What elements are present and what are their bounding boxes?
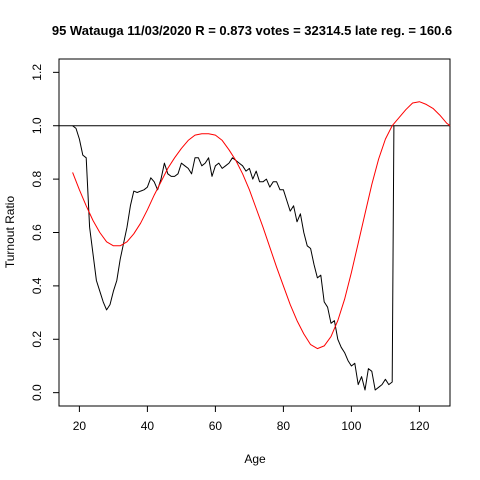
y-tick-label: 0.0 xyxy=(30,384,44,401)
plot-frame xyxy=(58,58,451,407)
y-tick-label: 0.8 xyxy=(30,170,44,187)
y-tick-label: 0.4 xyxy=(30,277,44,294)
x-axis-label: Age xyxy=(244,452,266,466)
x-tick-label: 100 xyxy=(341,419,361,433)
y-tick-label: 1.0 xyxy=(30,117,44,134)
x-tick-label: 60 xyxy=(209,419,223,433)
fit-curve xyxy=(72,101,451,350)
y-tick-label: 1.2 xyxy=(30,64,44,81)
turnout-line xyxy=(72,125,395,391)
y-axis: 0.0 0.2 0.4 0.6 0.8 1.0 1.2 xyxy=(30,64,59,401)
x-tick-label: 20 xyxy=(73,419,87,433)
y-axis-label: Turnout Ratio xyxy=(3,196,17,269)
chart-title: 95 Watauga 11/03/2020 R = 0.873 votes = … xyxy=(52,23,452,38)
x-tick-label: 120 xyxy=(409,419,429,433)
y-tick-label: 0.2 xyxy=(30,331,44,348)
x-tick-label: 40 xyxy=(141,419,155,433)
y-tick-label: 0.6 xyxy=(30,224,44,241)
x-tick-label: 80 xyxy=(277,419,291,433)
series-group xyxy=(72,101,451,391)
x-axis: 20 40 60 80 100 120 xyxy=(73,406,430,433)
